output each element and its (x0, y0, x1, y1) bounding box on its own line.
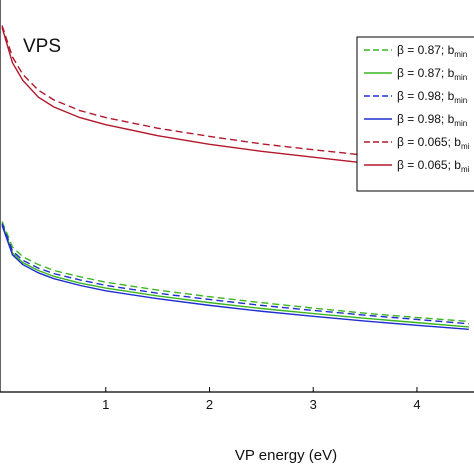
x-tick-label: 3 (310, 397, 317, 412)
x-tick-label: 2 (206, 397, 213, 412)
x-ticks: 1 2 3 4 (102, 387, 421, 412)
legend-label-2: β = 0.87; bmin (397, 66, 467, 82)
legend-label-6: β = 0.065; bmi (397, 158, 470, 174)
series-line-6 (1, 27, 469, 175)
legend-label-5: β = 0.065; bmi (397, 135, 470, 151)
series-line-3 (1, 223, 469, 325)
panel-label: VPS (23, 36, 61, 57)
x-tick-label: 1 (102, 397, 109, 412)
legend-label-1: β = 0.87; bmin (397, 43, 467, 59)
legend-label-4: β = 0.98; bmin (397, 112, 467, 128)
series-line-2 (1, 223, 469, 328)
series-line-4 (1, 225, 469, 330)
legend: β = 0.87; bmin β = 0.87; bmin β = 0.98; bm… (356, 36, 474, 192)
plot-area: 1 2 3 4 (0, 0, 474, 412)
legend-entries: β = 0.87; bmin β = 0.87; bmin β = 0.98; bm… (364, 43, 470, 174)
x-axis-title: VP energy (eV) (235, 447, 337, 464)
series-group (1, 25, 469, 330)
x-tick-label: 4 (413, 397, 420, 412)
legend-label-3: β = 0.98; bmin (397, 89, 467, 105)
series-line-5 (1, 25, 469, 168)
series-line-1 (1, 221, 469, 323)
